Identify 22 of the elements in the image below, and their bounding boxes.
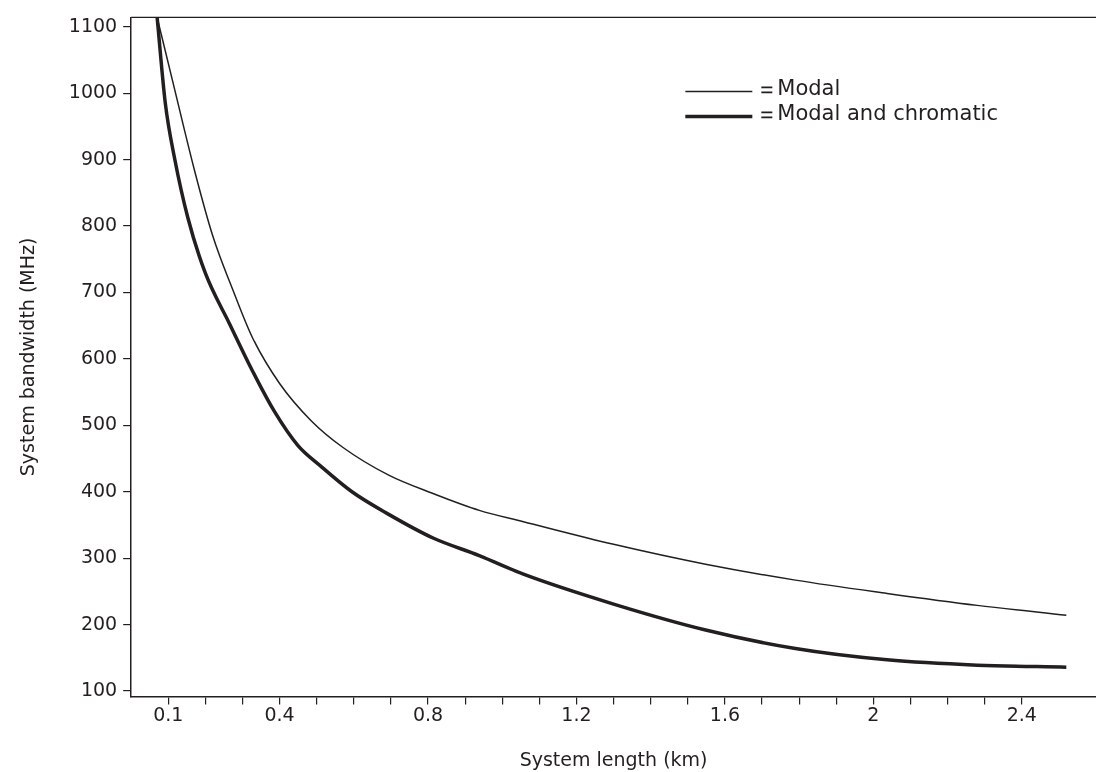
legend-label: Modal xyxy=(777,75,841,100)
x-tick-label: 0.4 xyxy=(264,702,295,725)
x-tick-label: 2 xyxy=(867,702,880,725)
x-tick-label: 2.4 xyxy=(1006,702,1037,725)
y-tick-label: 100 xyxy=(80,678,118,701)
y-tick-label: 500 xyxy=(80,412,118,435)
y-tick-label: 600 xyxy=(80,345,118,368)
x-tick-label: 0.1 xyxy=(153,702,184,725)
y-tick-label: 1100 xyxy=(68,13,118,36)
y-tick-label: 800 xyxy=(80,212,118,235)
x-tick-label: 0.8 xyxy=(412,702,444,725)
x-tick-label: 1.6 xyxy=(709,702,741,725)
x-axis-title: System length (km) xyxy=(519,747,708,770)
legend-label: Modal and chromatic xyxy=(777,100,999,125)
x-tick-label: 1.2 xyxy=(561,702,592,725)
y-axis-title: System bandwidth (MHz) xyxy=(16,237,39,477)
y-tick-label: 400 xyxy=(80,478,118,501)
y-tick-label: 1000 xyxy=(68,80,118,103)
y-tick-label: 900 xyxy=(80,146,118,169)
y-tick-label: 700 xyxy=(80,279,118,302)
y-tick-label: 300 xyxy=(80,545,118,568)
y-tick-label: 200 xyxy=(80,611,118,634)
